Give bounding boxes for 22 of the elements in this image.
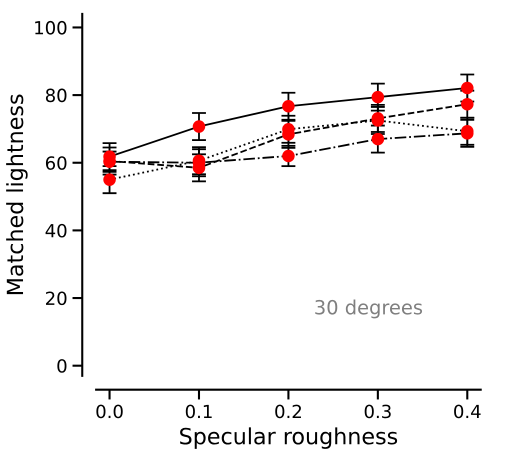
x-tick-label: 0.4 [454, 404, 481, 418]
y-tick-label: 40 [46, 224, 66, 238]
x-axis-title: Specular roughness [180, 427, 398, 449]
point [461, 98, 474, 110]
y-tick-label: 100 [35, 20, 66, 35]
y-tick-label: 0 [57, 359, 66, 373]
x-tick-label: 0.2 [275, 404, 301, 418]
point [461, 82, 474, 94]
y-tick-label: 20 [46, 292, 66, 306]
y-tick-label: 80 [46, 88, 66, 102]
point [372, 90, 384, 104]
point [192, 120, 206, 133]
point [372, 132, 384, 146]
point [103, 173, 116, 186]
x-tick-label: 0.3 [364, 404, 391, 418]
y-tick-label: 60 [46, 156, 66, 170]
annotation: 30 degrees [315, 300, 422, 318]
y-axis-title: Matched lightness [6, 94, 28, 294]
x-tick-label: 0.1 [186, 404, 212, 418]
point [282, 100, 295, 113]
x-tick-label: 0.0 [96, 404, 123, 418]
point [282, 150, 295, 162]
